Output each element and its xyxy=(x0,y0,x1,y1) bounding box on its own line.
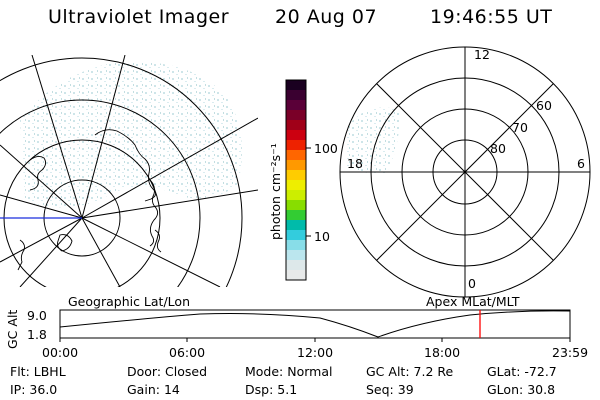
status-seq-value: 39 xyxy=(397,382,414,397)
color-bar-unit-label: photon cm⁻²s⁻¹ xyxy=(268,143,283,240)
color-bar-segment xyxy=(286,240,306,251)
altitude-xtick-3: 18:00 xyxy=(424,345,461,360)
color-bar-frame xyxy=(285,79,307,281)
status-gain: Gain: 14 xyxy=(127,382,180,397)
altitude-ylabel: GC Alt xyxy=(5,309,20,349)
altitude-curve xyxy=(59,310,571,338)
status-dsp: Dsp: 5.1 xyxy=(245,382,298,397)
status-flt: Flt: LBHL xyxy=(10,364,66,379)
color-bar-segment xyxy=(286,190,306,201)
color-bar-segment xyxy=(286,80,306,91)
status-glon-value: 30.8 xyxy=(527,382,556,397)
color-bar-segment xyxy=(286,250,306,261)
status-glat: GLat: -72.7 xyxy=(487,364,557,379)
altitude-xtick-4: 23:59 xyxy=(552,345,589,360)
status-mode: Mode: Normal xyxy=(245,364,333,379)
color-bar-segment xyxy=(286,150,306,161)
color-bar-segment xyxy=(286,170,306,181)
date-label: 20 Aug 07 xyxy=(275,6,378,28)
geo-panel-label: Geographic Lat/Lon xyxy=(68,294,190,309)
altitude-xtick-1: 06:00 xyxy=(169,345,206,360)
polar-panel-label: Apex MLat/MLT xyxy=(426,294,520,309)
altitude-xtick-0: 00:00 xyxy=(42,345,79,360)
status-glon: GLon: 30.8 xyxy=(487,382,556,397)
instrument-title: Ultraviolet Imager xyxy=(48,6,230,28)
altitude-plot-frame xyxy=(59,309,571,339)
altitude-ytick-top: 9.0 xyxy=(27,308,47,323)
mlt-label-12: 12 xyxy=(474,47,490,62)
status-flt-value: LBHL xyxy=(33,364,66,379)
color-bar-segment xyxy=(286,120,306,131)
status-door: Door: Closed xyxy=(127,364,208,379)
color-bar-segment xyxy=(286,110,306,121)
geo-map xyxy=(0,55,258,287)
altitude-plot xyxy=(59,309,571,342)
status-gc-alt: GC Alt: 7.2 Re xyxy=(366,364,454,379)
color-bar-segment xyxy=(286,160,306,171)
status-seq: Seq: 39 xyxy=(366,382,414,397)
color-bar-segment xyxy=(286,100,306,111)
lat-label-80: 80 xyxy=(490,141,506,156)
status-dsp-value: 5.1 xyxy=(277,382,298,397)
lat-label-70: 70 xyxy=(512,120,528,135)
status-gc-alt-value: 7.2 Re xyxy=(413,364,454,379)
coastline xyxy=(17,129,162,271)
time-label: 19:46:55 UT xyxy=(430,6,553,28)
status-mode-value: Normal xyxy=(287,364,333,379)
status-gain-value: 14 xyxy=(163,382,180,397)
color-bar-segment xyxy=(286,230,306,241)
color-bar-segment xyxy=(286,260,306,271)
lat-label-60: 60 xyxy=(536,98,552,113)
color-bar-segment xyxy=(286,140,306,151)
status-door-value: Closed xyxy=(165,364,208,379)
status-ip: IP: 36.0 xyxy=(10,382,58,397)
color-bar xyxy=(286,80,306,281)
mlt-label-6: 6 xyxy=(577,156,585,171)
color-bar-segment xyxy=(286,180,306,191)
color-bar-segment xyxy=(286,200,306,211)
altitude-ytick-bottom: 1.8 xyxy=(27,327,47,342)
mlt-label-0: 0 xyxy=(468,276,476,291)
color-bar-segment xyxy=(286,130,306,141)
color-bar-segment xyxy=(286,270,306,281)
color-bar-label-10: 10 xyxy=(314,229,330,244)
color-bar-label-100: 100 xyxy=(314,141,338,156)
mlt-label-18: 18 xyxy=(347,156,363,171)
polar-plot xyxy=(339,46,591,298)
color-bar-segment xyxy=(286,90,306,101)
altitude-xtick-2: 12:00 xyxy=(297,345,334,360)
status-ip-value: 36.0 xyxy=(29,382,58,397)
color-bar-segment xyxy=(286,220,306,231)
status-glat-value: -72.7 xyxy=(524,364,557,379)
color-bar-segment xyxy=(286,210,306,221)
